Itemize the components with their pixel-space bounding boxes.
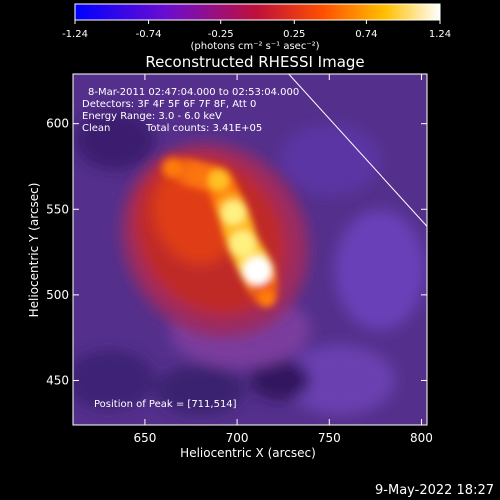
plot-frame: [72, 73, 428, 426]
y-axis-label: Heliocentric Y (arcsec): [27, 183, 41, 318]
peak-marker: [248, 261, 267, 280]
y-axis-ticks: 450 500 550 600: [46, 117, 427, 387]
colorbar: -1.24 -0.74 -0.25 0.25 0.74 1.24 (photons cm⁻…: [62, 3, 451, 52]
x-tick-label: 800: [410, 431, 433, 445]
colorbar-tick-label: 0.25: [283, 29, 305, 40]
chart-title: Reconstructed RHESSI Image: [145, 53, 364, 71]
x-tick-label: 650: [133, 431, 156, 445]
annotation-peak: Position of Peak = [711,514]: [94, 399, 237, 410]
colorbar-tick-label: -0.74: [136, 29, 162, 40]
x-tick-label: 700: [226, 431, 249, 445]
ridge-point: [163, 158, 182, 178]
annotation-counts: Total counts: 3.41E+05: [145, 123, 262, 134]
annotations: 8-Mar-2011 02:47:04.000 to 02:53:04.000 …: [82, 87, 299, 410]
annotation-energy: Energy Range: 3.0 - 6.0 keV: [82, 111, 222, 122]
colorbar-gradient: [74, 3, 441, 21]
annotation-detectors: Detectors: 3F 4F 5F 6F 7F 8F, Att 0: [82, 99, 256, 110]
colorbar-tick-label: -0.25: [208, 29, 234, 40]
y-tick-label: 550: [46, 202, 69, 216]
limb-line: [288, 74, 427, 227]
x-axis-ticks: 650 700 750 800: [133, 74, 433, 445]
colorbar-unit-label: (photons cm⁻² s⁻¹ asec⁻²): [190, 41, 319, 52]
render-timestamp: 9-May-2022 18:27: [375, 483, 494, 498]
ridge-point: [221, 200, 246, 225]
colorbar-tick-label: 0.74: [355, 29, 377, 40]
y-tick-label: 450: [46, 373, 69, 387]
ridge-point: [208, 169, 230, 191]
colorbar-tick-label: -1.24: [62, 29, 88, 40]
colorbar-ticks: -1.24 -0.74 -0.25 0.25 0.74 1.24: [62, 20, 451, 40]
y-tick-label: 600: [46, 117, 69, 131]
annotation-time-range: 8-Mar-2011 02:47:04.000 to 02:53:04.000: [88, 87, 299, 98]
image-plot: [73, 74, 427, 425]
source-ridge: [158, 154, 280, 308]
colorbar-tick-label: 1.24: [429, 29, 451, 40]
x-axis-label: Heliocentric X (arcsec): [180, 446, 316, 460]
ridge-point: [229, 230, 256, 257]
x-tick-label: 750: [318, 431, 341, 445]
y-tick-label: 500: [46, 288, 69, 302]
annotation-method: Clean: [82, 123, 110, 134]
ridge-point: [257, 289, 276, 308]
